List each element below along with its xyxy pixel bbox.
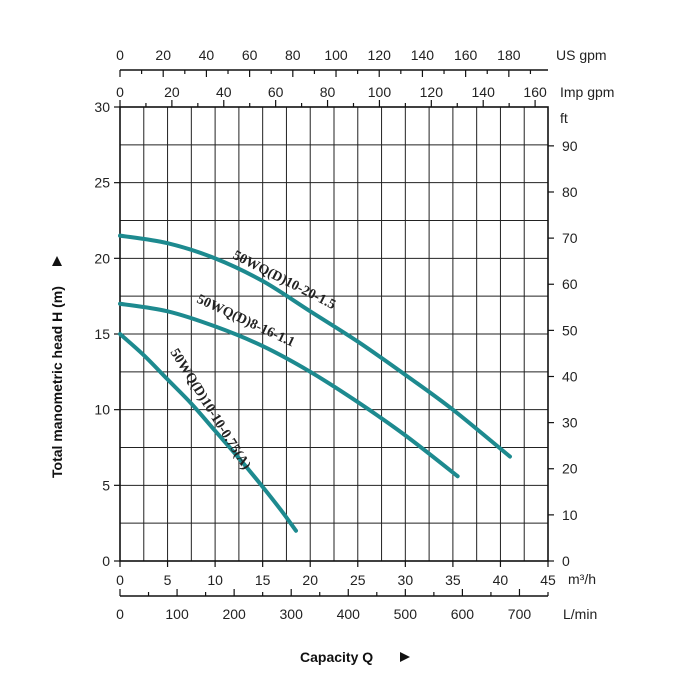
x-unit-label: m³/h — [568, 571, 596, 587]
us-gpm-tick-label: 80 — [285, 47, 301, 63]
y-tick-label: 10 — [94, 402, 110, 418]
grid — [119, 106, 549, 562]
y-axis-title: Total manometric head H (m) — [49, 286, 65, 478]
lmin-tick-label: 200 — [222, 606, 246, 622]
imp-gpm-tick-label: 0 — [116, 84, 124, 100]
us-gpm-tick-label: 60 — [242, 47, 258, 63]
ft-unit-label: ft — [560, 110, 568, 126]
imp-gpm-tick-label: 20 — [164, 84, 180, 100]
imp-gpm-tick-label: 40 — [216, 84, 232, 100]
us-gpm-tick-label: 140 — [411, 47, 435, 63]
x-tick-label: 25 — [350, 572, 366, 588]
x-tick-label: 35 — [445, 572, 461, 588]
lmin-tick-label: 700 — [508, 606, 532, 622]
pump-curves — [118, 233, 512, 533]
y-axis-right-ft-ticks: 0 10 20 30 40 50 60 70 80 90 — [548, 138, 578, 569]
x-tick-label: 15 — [255, 572, 271, 588]
x-tick-label: 5 — [164, 572, 172, 588]
y-tick-label: 15 — [94, 326, 110, 342]
imp-gpm-tick-label: 100 — [368, 84, 392, 100]
imp-gpm-tick-label: 120 — [420, 84, 444, 100]
imp-gpm-unit-label: Imp gpm — [560, 84, 614, 100]
us-gpm-unit-label: US gpm — [556, 47, 607, 63]
ft-tick-label: 40 — [562, 368, 578, 384]
x-tick-label: 10 — [207, 572, 223, 588]
x-axis-lmin: 0 100 200 300 400 500 600 700 — [116, 589, 549, 622]
us-gpm-tick-label: 0 — [116, 47, 124, 63]
ft-tick-label: 80 — [562, 184, 578, 200]
x-tick-label: 0 — [116, 572, 124, 588]
y-tick-label: 0 — [102, 553, 110, 569]
lmin-tick-label: 0 — [116, 606, 124, 622]
ft-tick-label: 60 — [562, 276, 578, 292]
us-gpm-tick-label: 180 — [497, 47, 521, 63]
pump-curve-1 — [118, 233, 512, 459]
x-axis-m3h-ticks: 0 5 10 15 20 25 30 35 40 45 — [116, 561, 556, 588]
x-axis-arrow-icon — [400, 652, 410, 662]
curve-labels: 50WQ(D)10-20-1.550WQ(D)8-16-1.150WQ(D)10… — [167, 248, 338, 473]
ft-tick-label: 70 — [562, 230, 578, 246]
y-axis-left-ticks: 0 5 10 15 20 25 30 — [94, 99, 120, 569]
y-axis-arrow-icon — [52, 256, 62, 266]
y-tick-label: 20 — [94, 250, 110, 266]
ft-tick-label: 50 — [562, 322, 578, 338]
ft-tick-label: 90 — [562, 138, 578, 154]
us-gpm-tick-label: 120 — [368, 47, 392, 63]
y-tick-label: 5 — [102, 477, 110, 493]
x-tick-label: 20 — [302, 572, 318, 588]
lmin-tick-label: 400 — [337, 606, 361, 622]
lmin-tick-label: 500 — [394, 606, 418, 622]
x-axis-title: Capacity Q — [300, 649, 373, 665]
us-gpm-tick-label: 100 — [324, 47, 348, 63]
x-axis-imp-gpm: 0 20 40 60 80 100 120 140 160 — [116, 84, 547, 107]
us-gpm-tick-label: 160 — [454, 47, 478, 63]
imp-gpm-tick-label: 140 — [472, 84, 496, 100]
ft-tick-label: 0 — [562, 553, 570, 569]
imp-gpm-tick-label: 80 — [320, 84, 336, 100]
y-tick-label: 30 — [94, 99, 110, 115]
x-tick-label: 30 — [398, 572, 414, 588]
ft-tick-label: 10 — [562, 507, 578, 523]
imp-gpm-tick-label: 160 — [523, 84, 547, 100]
y-tick-label: 25 — [94, 175, 110, 191]
ft-tick-label: 30 — [562, 415, 578, 431]
x-tick-label: 45 — [540, 572, 556, 588]
lmin-tick-label: 100 — [165, 606, 189, 622]
pump-curve-3 — [118, 332, 298, 533]
curve-label-2: 50WQ(D)8-16-1.1 — [194, 292, 297, 350]
us-gpm-tick-label: 40 — [199, 47, 215, 63]
pump-curve-2 — [118, 301, 460, 479]
x-tick-label: 40 — [493, 572, 509, 588]
x-axis-us-gpm: 0 20 40 60 80 100 120 140 160 180 — [116, 47, 548, 77]
ft-tick-label: 20 — [562, 461, 578, 477]
lmin-unit-label: L/min — [563, 606, 597, 622]
lmin-tick-label: 600 — [451, 606, 475, 622]
us-gpm-tick-label: 20 — [155, 47, 171, 63]
imp-gpm-tick-label: 60 — [268, 84, 284, 100]
lmin-tick-label: 300 — [280, 606, 304, 622]
